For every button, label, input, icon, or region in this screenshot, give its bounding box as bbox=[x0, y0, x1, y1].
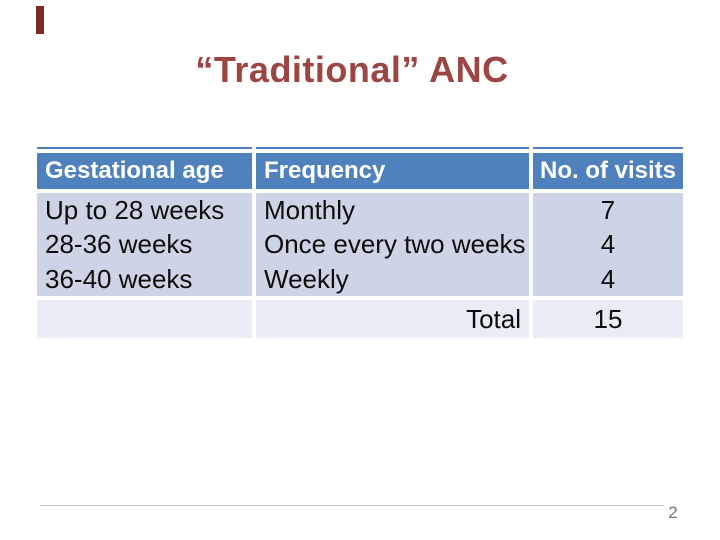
table-top-border bbox=[256, 147, 529, 149]
frequency-value: Weekly bbox=[264, 263, 349, 294]
header-cell-gestational-age: Gestational age bbox=[37, 153, 252, 189]
footer-divider bbox=[40, 505, 664, 506]
header-cell-frequency: Frequency bbox=[256, 153, 529, 189]
gestational-age-value: Up to 28 weeks bbox=[45, 195, 225, 225]
page-number: 2 bbox=[668, 503, 678, 522]
gestational-age-value: 28-36 weeks bbox=[45, 229, 193, 260]
slide-title: “Traditional” ANC bbox=[195, 49, 509, 90]
column-gestational-age-values: Up to 28 weeks 28-36 weeks 36-40 weeks bbox=[37, 193, 252, 296]
visits-value: 7 bbox=[600, 195, 616, 225]
gestational-age-value: 36-40 weeks bbox=[45, 263, 193, 294]
accent-bar bbox=[36, 6, 44, 34]
table-top-border bbox=[37, 147, 252, 149]
total-visits-value: 15 bbox=[533, 300, 683, 338]
frequency-value: Once every two weeks bbox=[264, 229, 526, 260]
anc-visits-table: Gestational age Frequency No. of visits … bbox=[37, 147, 683, 338]
header-cell-no-of-visits: No. of visits bbox=[533, 153, 683, 189]
frequency-value: Monthly bbox=[264, 195, 356, 225]
column-visits-values: 7 4 4 bbox=[533, 193, 683, 296]
column-frequency-values: Monthly Once every two weeks Weekly bbox=[256, 193, 529, 296]
table-top-border bbox=[533, 147, 683, 149]
visits-value: 4 bbox=[600, 229, 616, 260]
total-label: Total bbox=[256, 300, 529, 338]
total-row-empty-cell bbox=[37, 300, 252, 338]
visits-value: 4 bbox=[600, 263, 616, 294]
